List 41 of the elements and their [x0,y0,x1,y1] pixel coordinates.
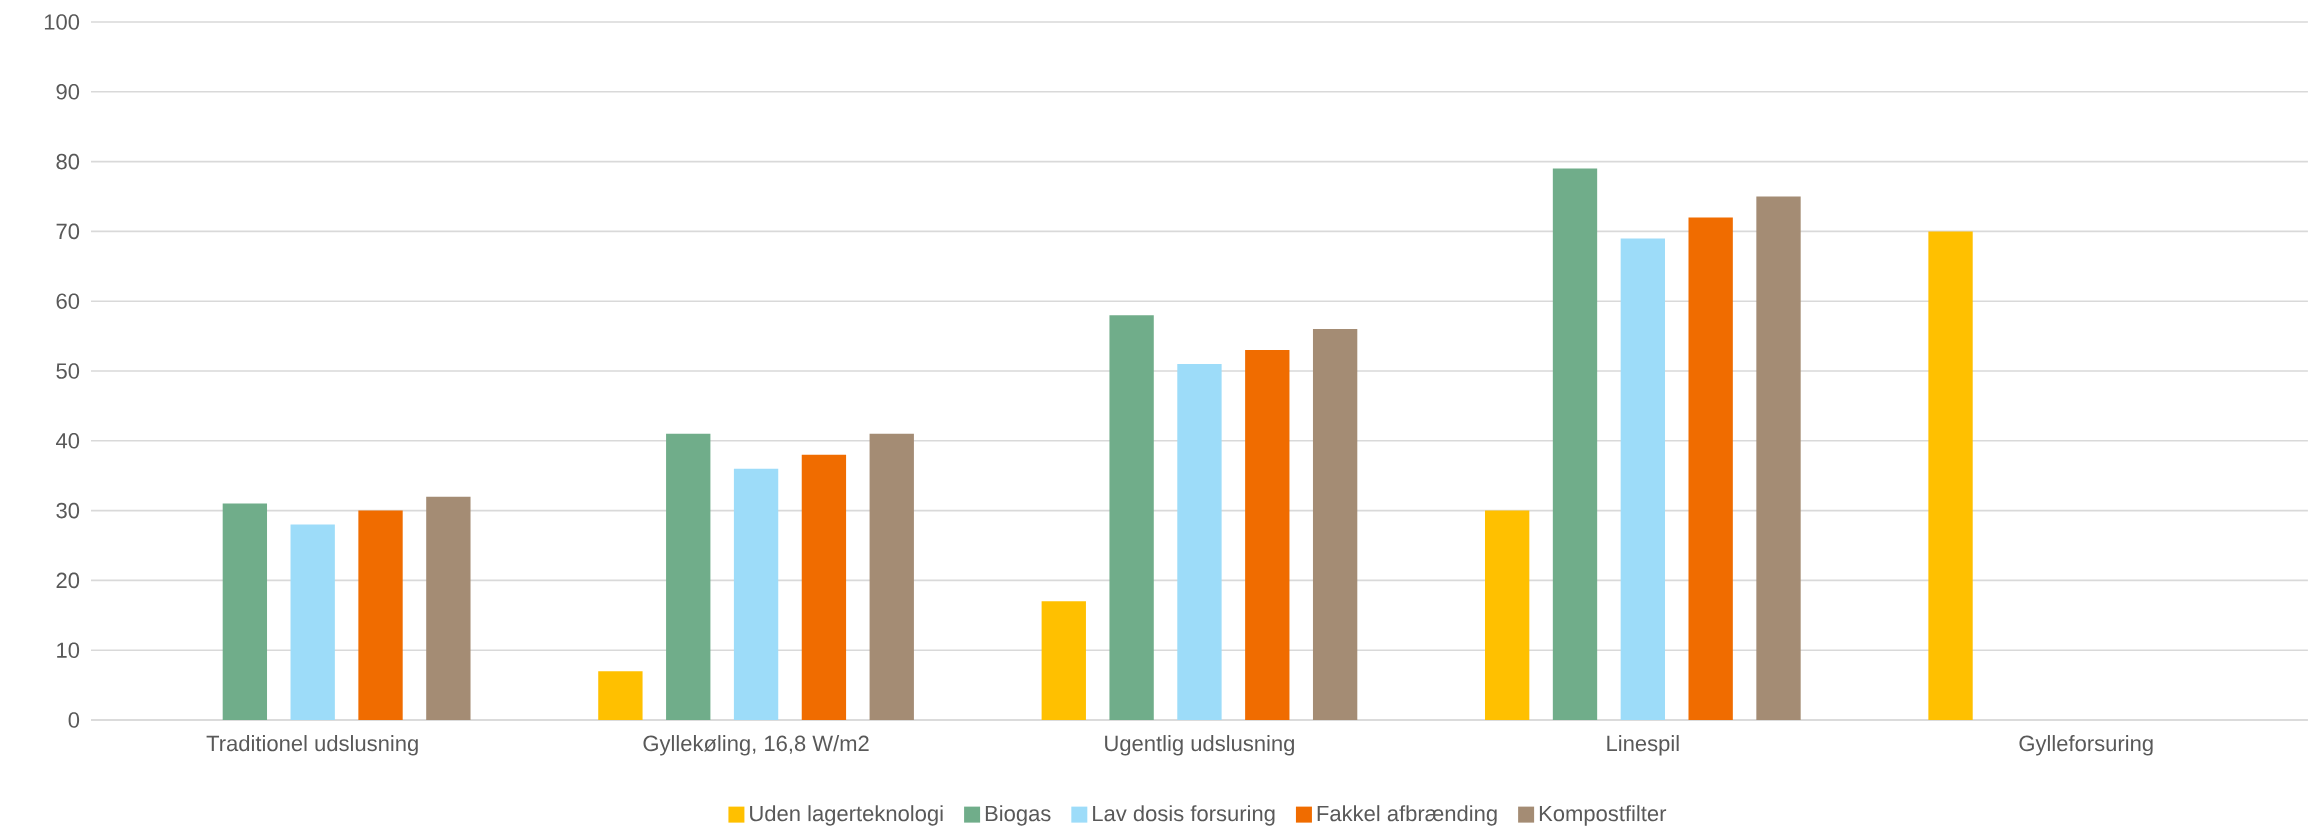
bar [801,454,847,720]
bar [1552,168,1598,720]
y-tick-label: 70 [56,223,80,240]
bar [358,510,403,720]
bar [1245,350,1290,720]
bar [869,433,914,720]
bar [1041,601,1086,720]
y-tick-label: 100 [44,14,80,30]
x-tick-label: Gylleforsuring [2019,735,2153,756]
y-tick-label: 0 [68,712,80,728]
bar [1177,364,1222,720]
y-tick-label: 80 [56,153,80,170]
bar [1484,510,1530,720]
legend-label: Fakkel afbrænding [1317,805,1497,826]
y-tick-label: 50 [56,363,80,379]
legend-label: Uden lagerteknologi [750,805,943,826]
bar [1312,329,1358,720]
bar [1620,238,1665,720]
bar [222,503,268,720]
y-tick-label: 10 [57,642,80,658]
legend-label: Kompostfilter [1539,805,1667,826]
x-tick-label: Traditionel udslusning [206,735,418,756]
bar [733,468,779,720]
x-tick-label: Ugentlig udslusning [1105,735,1294,756]
y-tick-label: 60 [56,293,80,309]
bar [1688,217,1733,720]
y-tick-label: 90 [56,83,80,100]
x-tick-label: Linespil [1607,735,1679,756]
bar [1756,196,1801,720]
y-tick-label: 20 [56,572,80,589]
bar [290,524,335,720]
bar [1109,315,1154,720]
x-tick-label: Gyllekøling, 16,8 W/m2 [643,735,869,756]
legend-label: Biogas [985,805,1051,826]
bar [598,671,643,720]
legend-label: Lav dosis forsuring [1093,805,1275,826]
bar [426,496,471,720]
bar [1928,231,1973,720]
bar [666,433,711,720]
y-tick-label: 40 [55,432,80,449]
y-tick-label: 30 [56,502,80,519]
